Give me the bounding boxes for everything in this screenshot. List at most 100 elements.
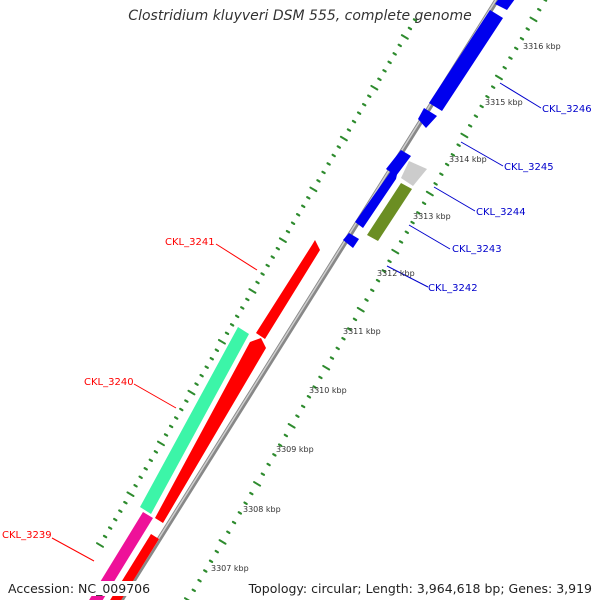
tick-mark [439, 172, 444, 176]
tick-mark [248, 288, 257, 294]
leader-ckl-3245 [460, 141, 504, 167]
tick-mark [229, 323, 235, 327]
tick-mark [306, 395, 312, 399]
tick-mark [336, 145, 341, 149]
gene-ckl-3244[interactable] [355, 170, 398, 228]
tick-mark [410, 220, 415, 225]
tick-mark [370, 84, 379, 91]
tick-mark [364, 298, 369, 302]
gene-ckl-3245[interactable] [386, 150, 411, 176]
tick-mark [382, 69, 387, 73]
tick-mark [260, 272, 265, 276]
tick-mark [143, 467, 148, 471]
tick-mark [514, 46, 519, 51]
tick-mark [208, 559, 214, 564]
scale-label-3314: 3314 kbp [449, 155, 487, 164]
tick-mark [460, 132, 469, 139]
gene-ckl-3246-small[interactable] [418, 108, 437, 128]
tick-mark [203, 569, 208, 573]
genome-summary-text: Topology: circular; Length: 3,964,618 bp… [248, 581, 592, 596]
tick-mark [102, 534, 108, 539]
tick-mark [217, 338, 226, 345]
tick-mark [525, 27, 530, 31]
tick-mark [407, 26, 413, 31]
tick-mark [243, 501, 248, 505]
gene-top-arrow[interactable] [495, 0, 515, 10]
tick-mark [153, 450, 159, 454]
scale-label-3308: 3308 kbp [243, 505, 281, 514]
gene-label-ckl-3246[interactable]: CKL_3246 [542, 104, 592, 115]
tick-mark [537, 7, 542, 12]
gene-ckl-3242[interactable] [343, 233, 359, 248]
tick-mark [118, 509, 123, 513]
tick-mark [356, 306, 365, 313]
tick-mark [209, 356, 214, 361]
leader-ckl-3241 [215, 243, 258, 271]
tick-mark [266, 462, 271, 467]
scale-label-3307: 3307 kbp [211, 564, 249, 573]
tick-mark [179, 407, 184, 412]
leader-ckl-3244 [433, 186, 476, 212]
genome-title: Clostridium kluyveri DSM 555, complete g… [128, 8, 472, 24]
tick-mark [194, 382, 199, 386]
tick-mark [326, 162, 331, 166]
tick-mark [387, 259, 392, 264]
gene-ckl-3240-red[interactable] [155, 338, 266, 523]
tick-mark [191, 588, 196, 593]
tick-mark [295, 414, 300, 418]
tick-mark [479, 104, 484, 109]
gene-label-ckl-3245[interactable]: CKL_3245 [504, 162, 554, 173]
gene-label-ckl-3243[interactable]: CKL_3243 [452, 244, 502, 255]
tick-mark [187, 389, 196, 396]
gene-ckl-3244-gray[interactable] [401, 161, 427, 186]
gene-ckl-3241[interactable] [256, 240, 320, 339]
gene-label-ckl-3240[interactable]: CKL_3240 [84, 377, 134, 388]
tick-mark [318, 375, 323, 380]
tick-mark [197, 578, 202, 583]
tick-mark [231, 520, 237, 525]
tick-mark [404, 230, 410, 235]
tick-mark [218, 539, 227, 545]
tick-mark [113, 517, 118, 522]
tick-mark [107, 526, 113, 530]
gene-label-ckl-3244[interactable]: CKL_3244 [476, 207, 526, 218]
tick-mark [473, 114, 479, 118]
tick-mark [255, 280, 260, 285]
scale-label-3312: 3312 kbp [377, 269, 415, 278]
scale-label-3309: 3309 kbp [276, 445, 314, 454]
tick-mark [392, 52, 397, 56]
tick-mark [543, 0, 548, 2]
tick-mark [226, 530, 231, 535]
tick-mark [398, 240, 404, 244]
gene-ckl-3240-mint[interactable] [140, 327, 249, 514]
scale-label-3313: 3313 kbp [413, 212, 451, 221]
gene-label-ckl-3241[interactable]: CKL_3241 [165, 237, 215, 248]
leader-ckl-3246 [499, 82, 542, 109]
gene-label-ckl-3242[interactable]: CKL_3242 [428, 283, 478, 294]
tick-mark [138, 475, 143, 480]
tick-mark [184, 399, 189, 403]
tick-mark [370, 288, 375, 293]
gene-ckl-3239-magenta[interactable] [86, 512, 153, 600]
tick-mark [214, 549, 219, 554]
tick-mark [163, 433, 169, 437]
tick-mark [184, 597, 190, 600]
scale-label-3311: 3311 kbp [343, 327, 381, 336]
tick-mark [416, 211, 421, 215]
gene-label-ckl-3239[interactable]: CKL_3239 [2, 530, 52, 541]
tick-mark [174, 416, 179, 420]
accession-text: Accession: NC_009706 [8, 581, 151, 596]
gene-ckl-3246[interactable] [429, 10, 503, 111]
tick-mark [361, 102, 367, 107]
tick-mark [96, 542, 104, 548]
tick-mark [214, 348, 220, 353]
gene-ckl-3243[interactable] [367, 183, 412, 241]
tick-mark [240, 306, 245, 310]
tick-mark [224, 331, 230, 336]
tick-mark [400, 34, 409, 40]
tick-mark [329, 356, 335, 360]
tick-mark [312, 385, 317, 389]
tick-mark [467, 124, 473, 128]
